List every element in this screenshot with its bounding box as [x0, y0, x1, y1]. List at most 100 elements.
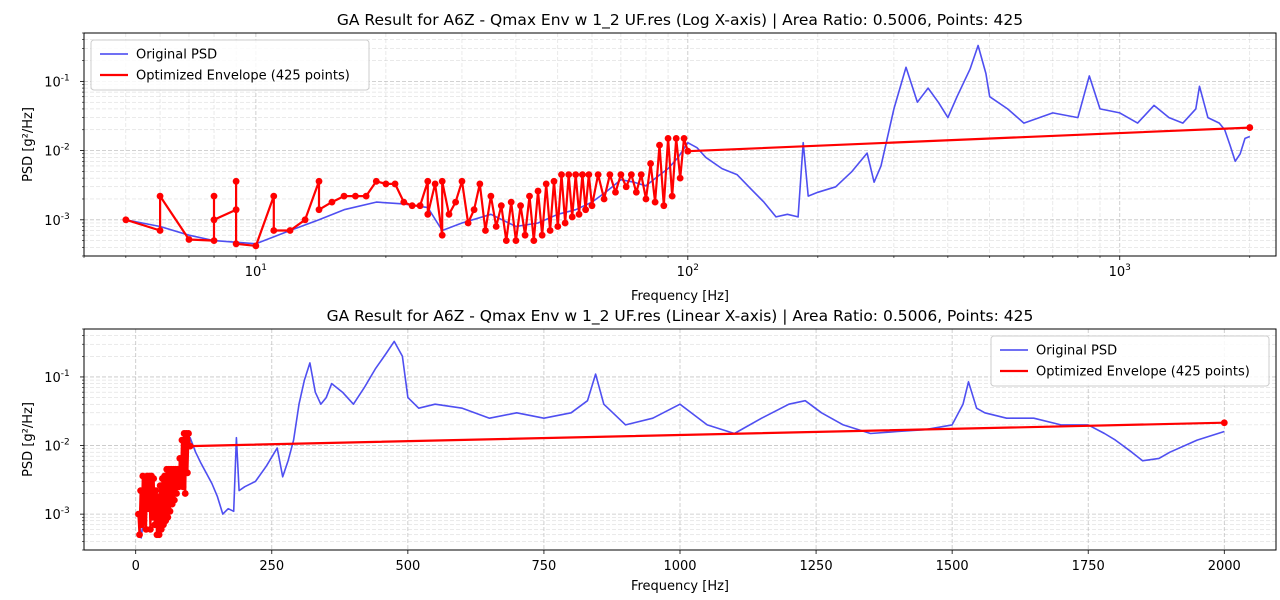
legend-label: Optimized Envelope (425 points) [1036, 365, 1250, 380]
envelope-point [617, 171, 625, 178]
envelope-point [147, 525, 154, 533]
envelope-point [647, 160, 654, 167]
x-tick-label: 500 [395, 559, 420, 574]
envelope-point [136, 531, 143, 539]
envelope-point [152, 487, 160, 495]
envelope-point [627, 171, 635, 178]
envelope-point [575, 210, 583, 218]
x-tick-label: 750 [532, 559, 557, 574]
x-tick-label: 1000 [663, 559, 696, 574]
x-tick-label: 101 [245, 263, 267, 280]
envelope-point [554, 223, 562, 230]
x-tick-label: 0 [132, 559, 140, 574]
envelope-line [137, 421, 1225, 536]
envelope-point [664, 135, 672, 142]
envelope-point [452, 198, 460, 206]
x-axis-label: Frequency [Hz] [631, 579, 729, 594]
envelope-point [1246, 124, 1254, 131]
legend: Original PSD Optimized Envelope (425 poin… [90, 39, 370, 91]
envelope-point [521, 231, 529, 239]
legend-label: Original PSD [1036, 344, 1117, 359]
envelope-point [464, 219, 472, 227]
envelope-point [546, 227, 554, 234]
envelope-point [149, 513, 156, 521]
envelope-point [340, 192, 348, 200]
envelope-point [676, 174, 684, 182]
envelope-point [154, 493, 162, 501]
envelope-point [173, 490, 180, 497]
envelope-point [408, 202, 416, 210]
x-tick-label: 103 [1109, 263, 1131, 280]
x-tick-label: 2000 [1208, 559, 1241, 574]
envelope-point [137, 487, 145, 495]
envelope-point [155, 531, 163, 539]
envelope-point [135, 510, 142, 518]
envelope-point [502, 237, 510, 245]
x-tick-label: 1500 [936, 559, 969, 574]
envelope-point [270, 192, 278, 200]
envelope-point [572, 171, 580, 178]
envelope-point [210, 216, 218, 224]
y-axis-label: PSD [g²/Hz] [21, 402, 36, 477]
envelope-point [431, 180, 439, 188]
envelope-point [352, 192, 359, 200]
envelope-point [232, 206, 240, 214]
envelope-point [391, 180, 399, 188]
envelope-point [174, 465, 182, 473]
legend-box [90, 39, 370, 91]
envelope-point [315, 206, 323, 214]
envelope-point [170, 496, 178, 504]
x-axis-label: Frequency [Hz] [631, 289, 729, 304]
envelope-point [526, 192, 533, 200]
envelope-point [179, 483, 187, 491]
x-tick-label: 102 [677, 263, 699, 280]
x-tick-label: 1750 [1072, 559, 1105, 574]
chart-title: GA Result for A6Z - Qmax Env w 1_2 UF.re… [327, 307, 1034, 326]
envelope-point [328, 198, 336, 206]
envelope-point [270, 227, 278, 234]
envelope-point [232, 177, 240, 185]
envelope-point [178, 436, 186, 444]
envelope-point [565, 171, 573, 178]
envelope-point [286, 227, 294, 234]
envelope-point [612, 188, 619, 196]
envelope-point [438, 177, 446, 185]
envelope-point [578, 171, 586, 178]
psd-line [125, 44, 1251, 245]
envelope-point [232, 240, 240, 248]
x-tick-label: 250 [259, 559, 284, 574]
x-tick-label: 1250 [800, 559, 833, 574]
envelope-point [438, 231, 446, 239]
chart-linear-x: 10-3 10-2 10-1 0 250 500 750 1000 1250 1500 1750 20… [21, 307, 1277, 594]
legend: Original PSD Optimized Envelope (425 poin… [990, 335, 1270, 387]
y-axis-label: PSD [g²/Hz] [21, 107, 36, 182]
envelope-point [561, 219, 569, 227]
envelope-point [476, 180, 484, 188]
envelope-point [177, 478, 185, 485]
envelope-point [582, 206, 590, 214]
envelope-point [122, 216, 130, 224]
envelope-point [181, 490, 189, 497]
envelope-point [588, 202, 596, 210]
envelope-point [382, 180, 390, 188]
envelope-point [622, 183, 630, 191]
envelope-point [637, 171, 645, 178]
envelope-point [185, 430, 192, 437]
envelope-point [458, 177, 466, 185]
envelope-point [632, 188, 640, 196]
envelope-point [210, 237, 218, 245]
envelope-point [210, 192, 218, 200]
legend-label: Optimized Envelope (425 points) [136, 69, 350, 84]
axes-frame [83, 32, 1277, 257]
envelope-point [184, 469, 191, 477]
plot-area [135, 340, 1228, 539]
envelope-point [164, 513, 172, 521]
envelope-point [156, 482, 164, 490]
envelope-point [252, 242, 260, 250]
envelope-point [585, 171, 593, 178]
envelope-point [140, 517, 148, 525]
chart-title: GA Result for A6Z - Qmax Env w 1_2 UF.re… [337, 11, 1023, 30]
envelope-point [156, 192, 164, 200]
chart-log-x: 10-3 10-2 10-1 101 102 103 GA Result for A6Z -… [21, 11, 1277, 304]
envelope-point [166, 507, 174, 515]
